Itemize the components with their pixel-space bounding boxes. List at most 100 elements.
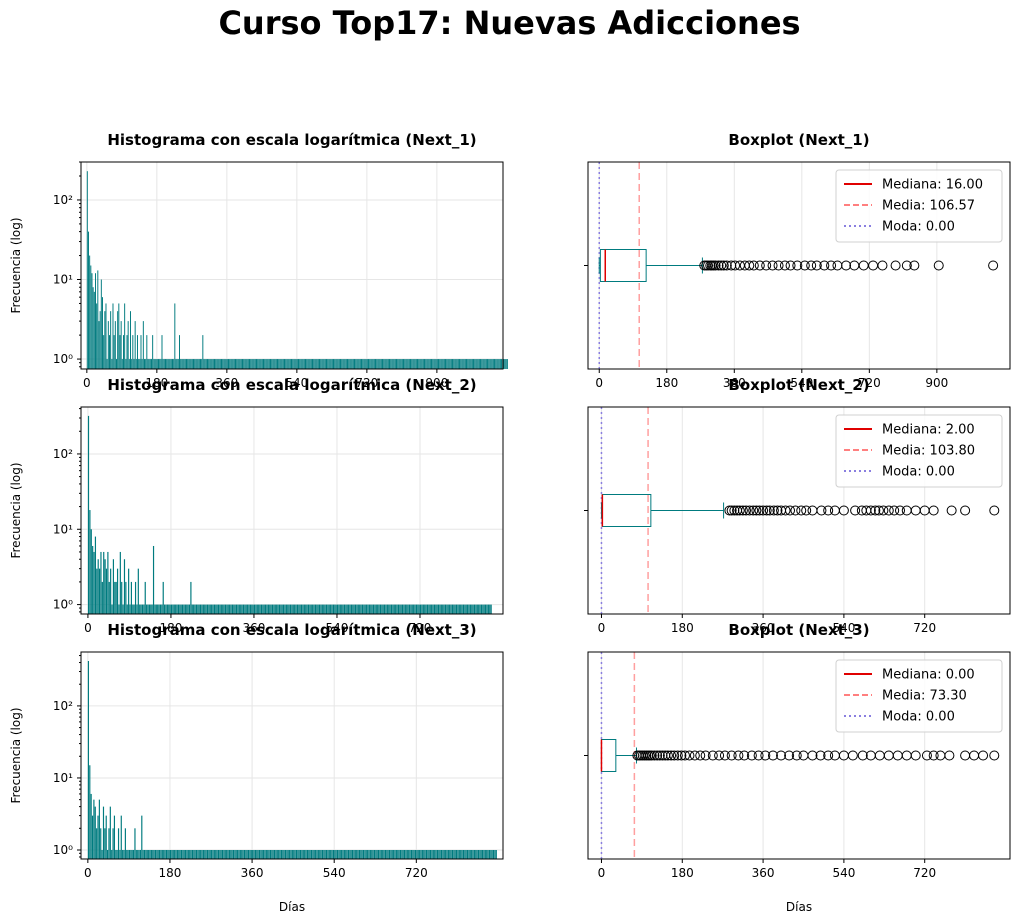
histogram-bar xyxy=(412,359,414,369)
histogram-bar xyxy=(98,321,100,369)
histogram-bar xyxy=(344,359,346,369)
histogram-bar xyxy=(148,849,150,859)
histogram-bar xyxy=(110,311,112,369)
histogram-bar xyxy=(191,849,194,859)
histogram-bar xyxy=(364,359,366,369)
outlier-point xyxy=(772,505,783,516)
histogram-bar xyxy=(432,359,434,369)
histogram-bar xyxy=(116,359,117,369)
histogram-bar xyxy=(120,321,122,369)
histogram-bar xyxy=(278,604,281,614)
histogram-bar xyxy=(316,849,318,859)
histogram-bar xyxy=(220,849,222,859)
histogram-bar xyxy=(326,359,327,369)
histogram-bar xyxy=(468,849,470,859)
histogram-bar xyxy=(431,849,433,859)
x-tick-label: 0 xyxy=(595,376,603,390)
histogram-bar xyxy=(501,359,503,369)
x-tick-label: 0 xyxy=(83,376,91,390)
histogram-bar xyxy=(216,604,218,614)
histogram-bar xyxy=(99,311,101,369)
histogram-bar xyxy=(182,604,184,614)
histogram-bar xyxy=(114,581,116,614)
histogram-bar xyxy=(295,359,297,369)
x-tick-label: 180 xyxy=(655,376,678,390)
histogram-bar xyxy=(370,604,372,614)
outlier-point xyxy=(679,750,690,761)
histogram-bar xyxy=(460,849,462,859)
histogram-bar xyxy=(266,359,268,369)
histogram-bar xyxy=(109,806,111,859)
histogram-bar xyxy=(460,604,462,614)
histogram-bar xyxy=(270,604,272,614)
x-tick-label: 540 xyxy=(323,866,346,880)
outlier-point xyxy=(874,750,885,761)
outlier-point xyxy=(760,750,771,761)
histogram-bar xyxy=(122,604,124,614)
histogram-bar xyxy=(123,849,125,859)
histogram-panel-0: 0 180 360 540 720 900 10⁰ 10¹ 10² Histograma con … xyxy=(9,131,508,390)
panel-title: Histograma con escala logarítmica (Next_… xyxy=(107,131,476,149)
histogram-bar xyxy=(101,581,103,614)
outlier-point xyxy=(703,260,714,271)
histogram-bar xyxy=(119,849,121,859)
histogram-bar xyxy=(398,359,400,369)
histogram-bar xyxy=(299,849,302,859)
histogram-bar xyxy=(292,604,294,614)
outlier-point xyxy=(753,750,764,761)
histogram-bar xyxy=(473,849,475,859)
legend-entry: Mediana: 16.00 xyxy=(882,178,983,193)
outlier-point xyxy=(751,505,762,516)
histogram-bar xyxy=(380,849,382,859)
outlier-point xyxy=(892,750,903,761)
histogram-bar xyxy=(469,359,471,369)
histogram-bar xyxy=(405,849,407,859)
histogram-bar xyxy=(276,604,278,614)
histogram-bar xyxy=(262,604,264,614)
histogram-bar xyxy=(406,604,408,614)
histogram-bar xyxy=(436,359,438,369)
x-axis-label: Días xyxy=(786,900,812,914)
histogram-bar xyxy=(186,849,188,859)
histogram-bar xyxy=(391,359,393,369)
histogram-bar xyxy=(342,604,344,614)
histogram-bar xyxy=(206,849,209,859)
histogram-bar xyxy=(90,793,92,859)
histogram-bar xyxy=(140,335,142,369)
histogram-bar xyxy=(479,849,481,859)
histogram-bar xyxy=(300,604,303,614)
histogram-bar xyxy=(108,581,110,614)
histogram-bar xyxy=(189,359,191,369)
histogram-bar xyxy=(317,604,319,614)
outlier-point xyxy=(767,260,778,271)
histogram-bar xyxy=(484,359,486,369)
histogram-bar xyxy=(253,849,255,859)
iqr-box xyxy=(600,739,617,772)
outlier-point xyxy=(877,260,888,271)
histogram-bar xyxy=(475,359,477,369)
histogram-bar xyxy=(218,359,220,369)
histogram-bar xyxy=(367,849,369,859)
histogram-bar xyxy=(489,359,491,369)
histogram-bar xyxy=(487,359,489,369)
histogram-bar xyxy=(485,604,487,614)
histogram-bar xyxy=(388,604,390,614)
histogram-bar xyxy=(406,359,408,369)
histogram-bar xyxy=(122,849,124,859)
histogram-bar xyxy=(244,604,246,614)
histogram-bar xyxy=(439,849,441,859)
histogram-bar xyxy=(384,849,387,859)
outlier-point xyxy=(792,260,803,271)
histogram-bar xyxy=(327,359,329,369)
histogram-bar xyxy=(280,359,282,369)
outlier-point xyxy=(695,750,706,761)
histogram-bar xyxy=(454,849,456,859)
histogram-bar xyxy=(252,849,254,859)
histogram-bar xyxy=(397,604,400,614)
histogram-bar xyxy=(193,604,195,614)
histogram-bar xyxy=(233,604,235,614)
histogram-bar xyxy=(242,359,243,369)
legend-entry: Moda: 0.00 xyxy=(882,220,955,235)
histogram-bar xyxy=(130,581,132,614)
histogram-bar xyxy=(379,849,381,859)
